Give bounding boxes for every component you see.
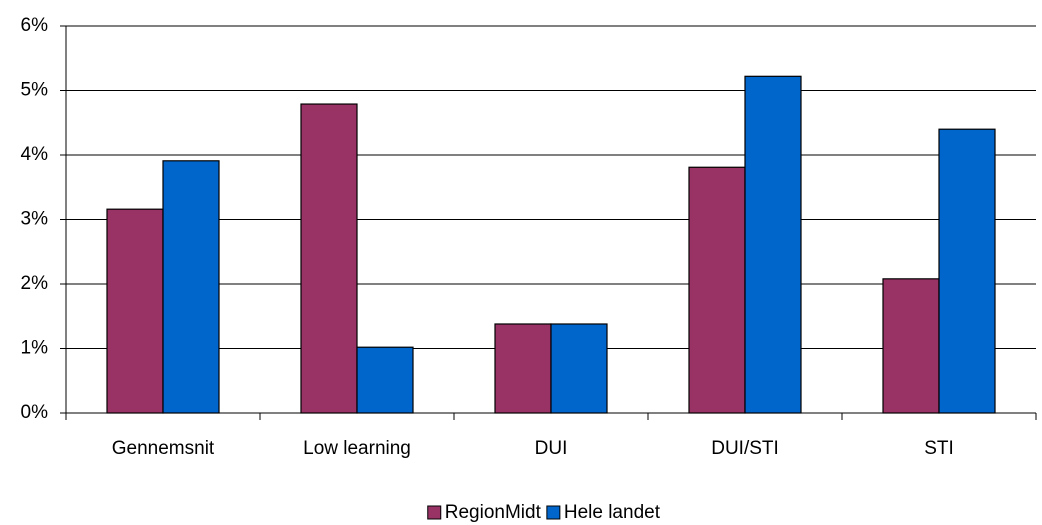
y-tick-label: 5% [21, 80, 49, 101]
x-tick-label: DUI [535, 438, 568, 459]
bar [162, 160, 220, 414]
legend-label: RegionMidt [445, 502, 542, 523]
y-tick-label: 0% [21, 402, 49, 423]
legend-swatch [427, 505, 442, 520]
x-tick-label: Gennemsnit [112, 438, 215, 459]
bar [744, 75, 802, 414]
bar [300, 103, 358, 414]
x-tick-label: DUI/STI [711, 438, 779, 459]
y-tick-label: 6% [21, 15, 49, 36]
legend-label: Hele landet [564, 502, 661, 523]
x-tick-label: Low learning [303, 438, 411, 459]
bar [938, 128, 996, 414]
bar [106, 208, 164, 414]
y-tick-label: 2% [21, 273, 49, 294]
bar [688, 166, 746, 414]
legend-swatch [546, 505, 561, 520]
bar [882, 278, 940, 414]
y-tick-label: 4% [21, 144, 49, 165]
bar [494, 323, 552, 414]
y-tick-label: 1% [21, 338, 49, 359]
x-tick-label: STI [924, 438, 954, 459]
y-tick-label: 3% [21, 209, 49, 230]
bar [550, 323, 608, 414]
bar [356, 346, 414, 414]
